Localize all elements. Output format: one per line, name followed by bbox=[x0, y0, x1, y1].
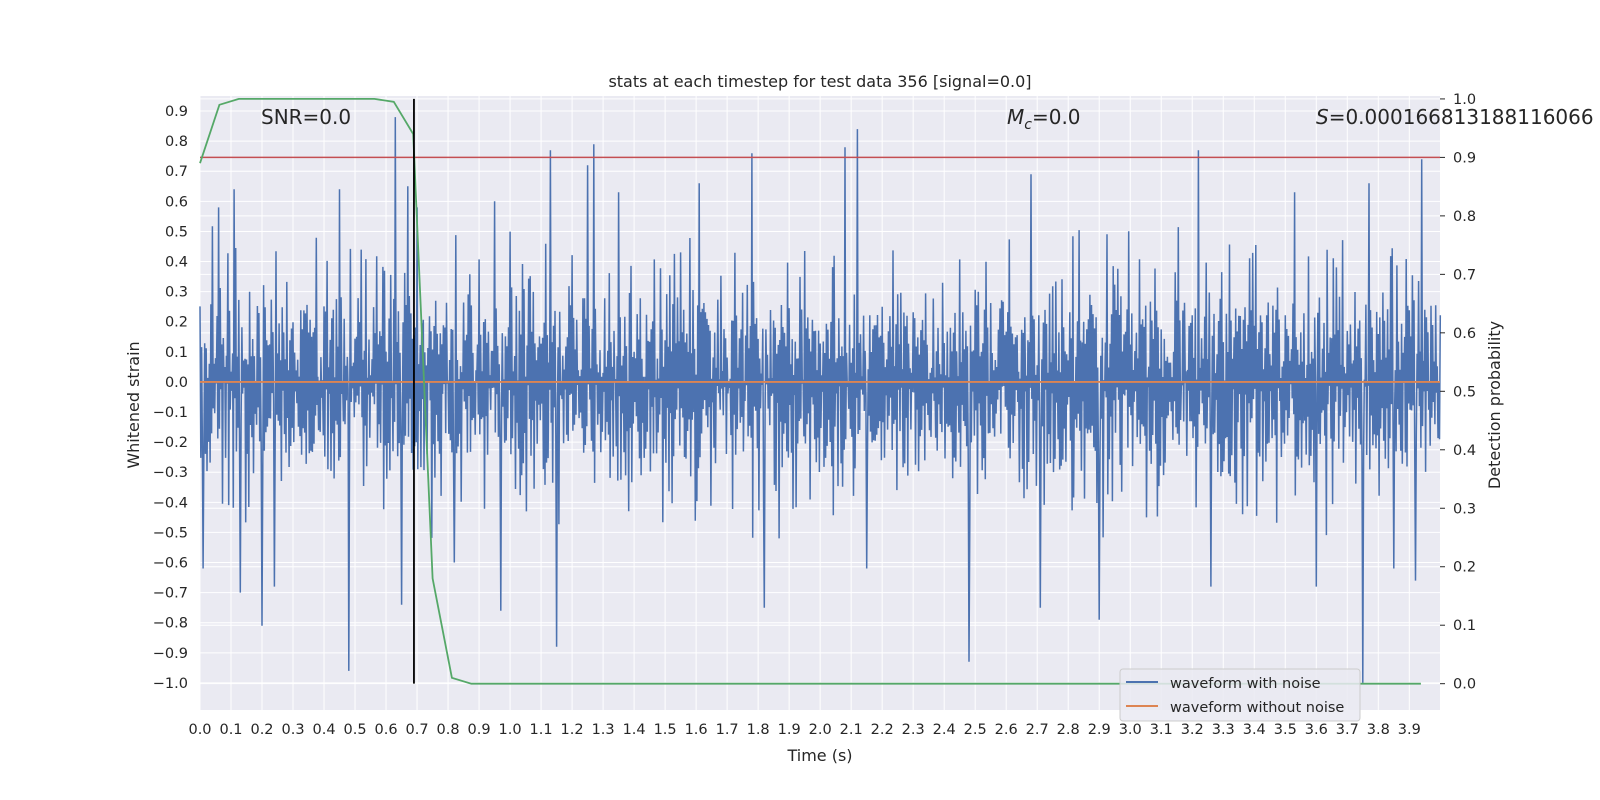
y-tick-label: 0.4 bbox=[165, 255, 188, 271]
y-tick-label: −0.8 bbox=[153, 616, 188, 632]
x-tick-label: 3.9 bbox=[1398, 722, 1421, 738]
x-tick-label: 0.7 bbox=[406, 722, 429, 738]
x-tick-label: 2.8 bbox=[1057, 722, 1080, 738]
x-tick-label: 1.0 bbox=[499, 722, 522, 738]
series-waveform-with-noise bbox=[199, 117, 1442, 683]
y2-tick-label: 0.1 bbox=[1453, 618, 1476, 634]
x-tick-label: 1.5 bbox=[654, 722, 677, 738]
snr-annotation: SNR=0.0 bbox=[261, 105, 351, 129]
y-tick-label: 0.9 bbox=[165, 104, 188, 120]
y2-tick-label: 0.0 bbox=[1453, 677, 1476, 693]
y2-tick-label: 0.5 bbox=[1453, 384, 1476, 400]
x-tick-label: 3.8 bbox=[1367, 722, 1390, 738]
x-tick-label: 2.3 bbox=[902, 722, 925, 738]
x-tick-label: 1.9 bbox=[778, 722, 801, 738]
score-annotation: S=0.000166813188116066 bbox=[1316, 105, 1594, 129]
x-tick-label: 3.6 bbox=[1305, 722, 1328, 738]
legend: waveform with noise waveform without noi… bbox=[1119, 668, 1361, 722]
chirp-mass-annotation: Mc=0.0 bbox=[1007, 105, 1081, 133]
x-tick-label: 1.1 bbox=[530, 722, 553, 738]
tick-labels: 0.0 0.1 0.2 0.3 0.4 0.5 0.6 0.7 0.8 0.9 1.0 1.1 1.2 1… bbox=[153, 92, 1476, 738]
x-tick-label: 0.3 bbox=[281, 722, 304, 738]
series-detection-probability bbox=[199, 98, 1421, 685]
x-tick-label: 2.2 bbox=[871, 722, 894, 738]
x-tick-label: 0.5 bbox=[344, 722, 367, 738]
series-layer bbox=[199, 98, 1442, 685]
y2-tick-label: 1.0 bbox=[1453, 92, 1476, 108]
y-tick-label: −0.5 bbox=[153, 525, 188, 541]
y-tick-label: 0.8 bbox=[165, 134, 188, 150]
y-tick-label: −0.3 bbox=[153, 465, 188, 481]
y2-tick-label: 0.3 bbox=[1453, 501, 1476, 517]
y-tick-label: 0.5 bbox=[165, 224, 188, 240]
x-tick-label: 3.0 bbox=[1119, 722, 1142, 738]
y-tick-label: −0.7 bbox=[153, 586, 188, 602]
x-tick-label: 2.1 bbox=[840, 722, 863, 738]
y-axis-label: Whitened strain bbox=[124, 341, 143, 468]
x-tick-label: 0.0 bbox=[188, 722, 211, 738]
x-tick-label: 2.9 bbox=[1088, 722, 1111, 738]
x-tick-label: 0.9 bbox=[468, 722, 491, 738]
x-tick-label: 2.5 bbox=[964, 722, 987, 738]
x-axis-label: Time (s) bbox=[786, 746, 852, 765]
y-tick-label: 0.0 bbox=[165, 375, 188, 391]
x-tick-label: 1.7 bbox=[716, 722, 739, 738]
x-tick-label: 3.4 bbox=[1243, 722, 1266, 738]
x-tick-label: 1.4 bbox=[623, 722, 646, 738]
x-tick-label: 1.8 bbox=[747, 722, 770, 738]
y2-tick-label: 0.4 bbox=[1453, 443, 1476, 459]
y2-axis-label: Detection probability bbox=[1485, 321, 1504, 489]
chart-title: stats at each timestep for test data 356… bbox=[608, 72, 1031, 91]
x-tick-label: 1.3 bbox=[592, 722, 615, 738]
y-tick-label: 0.3 bbox=[165, 285, 188, 301]
x-tick-label: 2.6 bbox=[995, 722, 1018, 738]
y-tick-label: 0.7 bbox=[165, 164, 188, 180]
legend-box bbox=[1119, 668, 1361, 722]
y-tick-label: −0.1 bbox=[153, 405, 188, 421]
y-tick-label: 0.2 bbox=[165, 315, 188, 331]
x-tick-label: 1.2 bbox=[561, 722, 584, 738]
y2-tick-label: 0.2 bbox=[1453, 560, 1476, 576]
x-tick-label: 0.8 bbox=[437, 722, 460, 738]
y-tick-label: −0.9 bbox=[153, 646, 188, 662]
y-tick-label: −0.4 bbox=[153, 495, 188, 511]
x-tick-label: 2.7 bbox=[1026, 722, 1049, 738]
y2-tick-label: 0.9 bbox=[1453, 150, 1476, 166]
x-tick-label: 0.1 bbox=[219, 722, 242, 738]
y2-tick-label: 0.6 bbox=[1453, 326, 1476, 342]
y-tick-label: −1.0 bbox=[153, 676, 188, 692]
x-tick-label: 0.6 bbox=[375, 722, 398, 738]
y2-tick-label: 0.8 bbox=[1453, 209, 1476, 225]
x-tick-label: 3.1 bbox=[1150, 722, 1173, 738]
x-tick-label: 3.5 bbox=[1274, 722, 1297, 738]
x-tick-label: 3.3 bbox=[1212, 722, 1235, 738]
legend-label-clean: waveform without noise bbox=[1170, 700, 1344, 716]
x-tick-label: 2.4 bbox=[933, 722, 956, 738]
legend-label-noise: waveform with noise bbox=[1170, 676, 1321, 692]
y-tick-label: 0.6 bbox=[165, 194, 188, 210]
y-tick-label: −0.6 bbox=[153, 556, 188, 572]
x-tick-label: 0.2 bbox=[250, 722, 273, 738]
x-tick-label: 3.7 bbox=[1336, 722, 1359, 738]
x-tick-label: 1.6 bbox=[685, 722, 708, 738]
y-tick-label: −0.2 bbox=[153, 435, 188, 451]
x-tick-label: 3.2 bbox=[1181, 722, 1204, 738]
y2-tick-label: 0.7 bbox=[1453, 267, 1476, 283]
y-tick-label: 0.1 bbox=[165, 345, 188, 361]
x-tick-label: 2.0 bbox=[809, 722, 832, 738]
x-tick-label: 0.4 bbox=[312, 722, 335, 738]
